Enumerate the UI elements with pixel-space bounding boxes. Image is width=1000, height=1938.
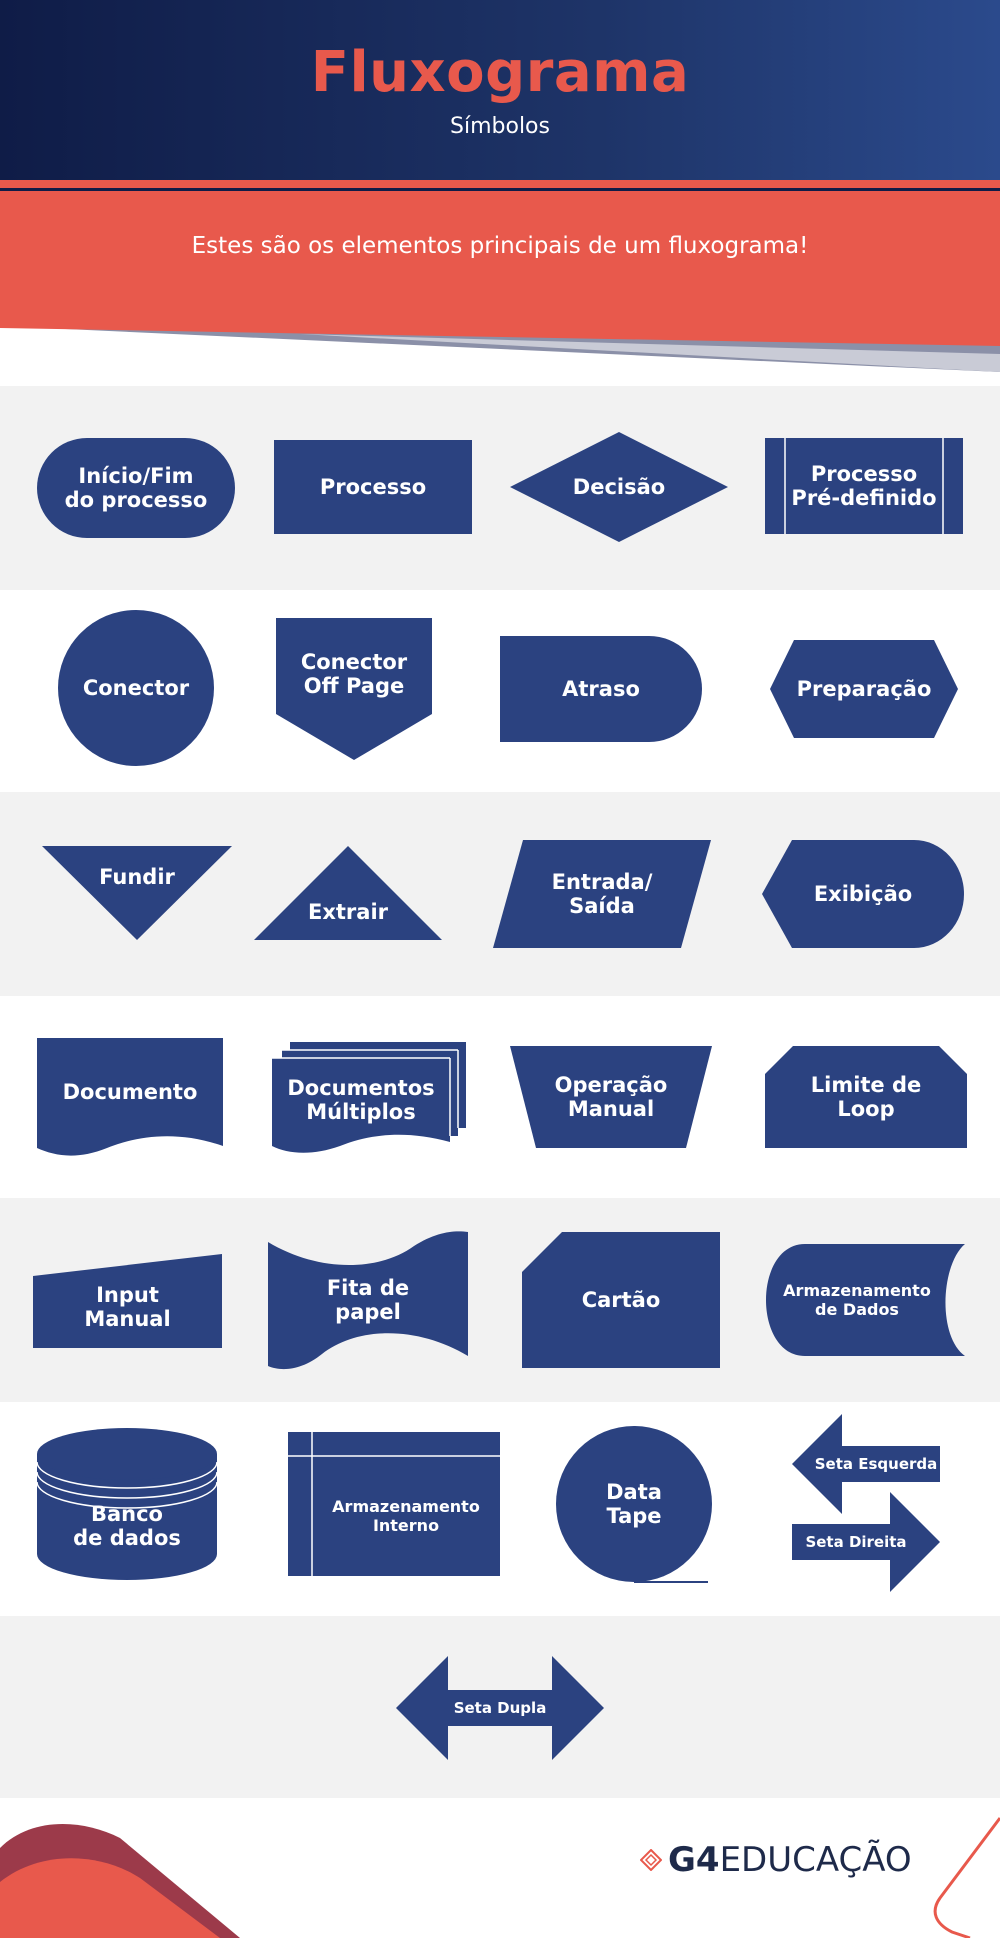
symbol-decisao-label: Decisão — [572, 475, 666, 499]
symbol-documentos-multiplos-label: Documentos Múltiplos — [287, 1076, 435, 1124]
symbol-data-tape: Data Tape — [556, 1426, 712, 1583]
symbol-cartao: Cartão — [522, 1232, 720, 1368]
symbol-exibicao: Exibição — [762, 840, 964, 948]
symbol-banco-dados: Banco de dados — [36, 1428, 218, 1580]
symbol-extrair: Extrair — [254, 846, 442, 940]
symbol-decisao: Decisão — [510, 432, 728, 542]
symbol-armazenamento-dados-label: Armazenamento de Dados — [783, 1281, 931, 1319]
page-subtitle: Símbolos — [450, 114, 550, 139]
symbol-armazenamento-dados: Armazenamento de Dados — [765, 1244, 965, 1356]
symbol-armazenamento-interno: Armazenamento Interno — [288, 1432, 500, 1576]
symbol-conector-label: Conector — [82, 676, 190, 700]
footer-decoration — [0, 1817, 1000, 1938]
page-title: Fluxograma — [310, 40, 690, 105]
banner-wedge — [0, 326, 1000, 372]
symbol-fundir-label: Fundir — [99, 865, 175, 889]
symbol-input-manual-label: Input Manual — [84, 1283, 171, 1331]
symbol-seta-esquerda-label: Seta Esquerda — [814, 1454, 938, 1473]
symbol-banco-dados-label: Banco de dados — [73, 1502, 181, 1550]
symbol-preparacao: Preparação — [770, 640, 958, 738]
symbol-seta-esquerda: Seta Esquerda — [792, 1414, 940, 1514]
intro-text: Estes são os elementos principais de um … — [191, 233, 809, 259]
symbol-conector-off-page: Conector Off Page — [276, 618, 432, 760]
g4-educacao-logo: G4 EDUCAÇÃO — [640, 1838, 912, 1882]
symbol-atraso-label: Atraso — [562, 677, 640, 701]
symbol-conector: Conector — [58, 610, 214, 766]
header: Fluxograma Símbolos — [0, 0, 1000, 180]
symbol-seta-direita-label: Seta Direita — [805, 1532, 907, 1551]
symbol-input-manual: Input Manual — [33, 1254, 222, 1348]
symbol-fita-papel: Fita de papel — [268, 1228, 468, 1372]
symbol-processo-label: Processo — [319, 475, 427, 499]
symbol-extrair-label: Extrair — [307, 900, 388, 924]
symbol-limite-loop: Limite de Loop — [765, 1046, 967, 1148]
symbol-documentos-multiplos: Documentos Múltiplos — [272, 1042, 466, 1154]
symbol-operacao-manual-label: Operação Manual — [554, 1073, 668, 1121]
symbol-operacao-manual: Operação Manual — [510, 1046, 712, 1148]
intro-banner: Estes são os elementos principais de um … — [0, 191, 1000, 327]
symbol-cartao-label: Cartão — [581, 1288, 661, 1312]
logo-educacao: EDUCAÇÃO — [719, 1840, 912, 1880]
symbol-documento: Documento — [37, 1038, 223, 1156]
symbol-processo: Processo — [274, 440, 472, 534]
symbol-exibicao-label: Exibição — [813, 882, 913, 906]
symbol-preparacao-label: Preparação — [796, 677, 932, 701]
diamond-logo-icon — [640, 1849, 662, 1871]
symbol-inicio-fim: Início/Fim do processo — [37, 438, 235, 538]
symbol-data-tape-label: Data Tape — [606, 1480, 662, 1528]
symbol-fundir: Fundir — [42, 846, 232, 940]
symbol-armazenamento-interno-label: Armazenamento Interno — [332, 1497, 480, 1535]
symbol-seta-direita: Seta Direita — [792, 1492, 940, 1592]
symbol-entrada-saida: Entrada/ Saída — [493, 840, 711, 948]
symbol-processo-predefinido-label: Processo Pré-definido — [791, 462, 937, 510]
symbol-entrada-saida-label: Entrada/ Saída — [551, 870, 653, 918]
header-divider-dark — [0, 188, 1000, 191]
logo-g4: G4 — [668, 1840, 720, 1880]
symbol-fita-papel-label: Fita de papel — [326, 1276, 410, 1324]
symbol-limite-loop-label: Limite de Loop — [810, 1073, 922, 1121]
symbol-inicio-fim-label: Início/Fim do processo — [64, 464, 208, 512]
symbol-seta-dupla: Seta Dupla — [396, 1656, 604, 1760]
symbol-processo-predefinido: Processo Pré-definido — [765, 438, 963, 534]
symbol-atraso: Atraso — [500, 636, 702, 742]
symbol-conector-off-page-label: Conector Off Page — [300, 650, 408, 698]
header-divider — [0, 180, 1000, 188]
symbol-seta-dupla-label: Seta Dupla — [453, 1698, 547, 1717]
symbol-documento-label: Documento — [62, 1080, 198, 1104]
